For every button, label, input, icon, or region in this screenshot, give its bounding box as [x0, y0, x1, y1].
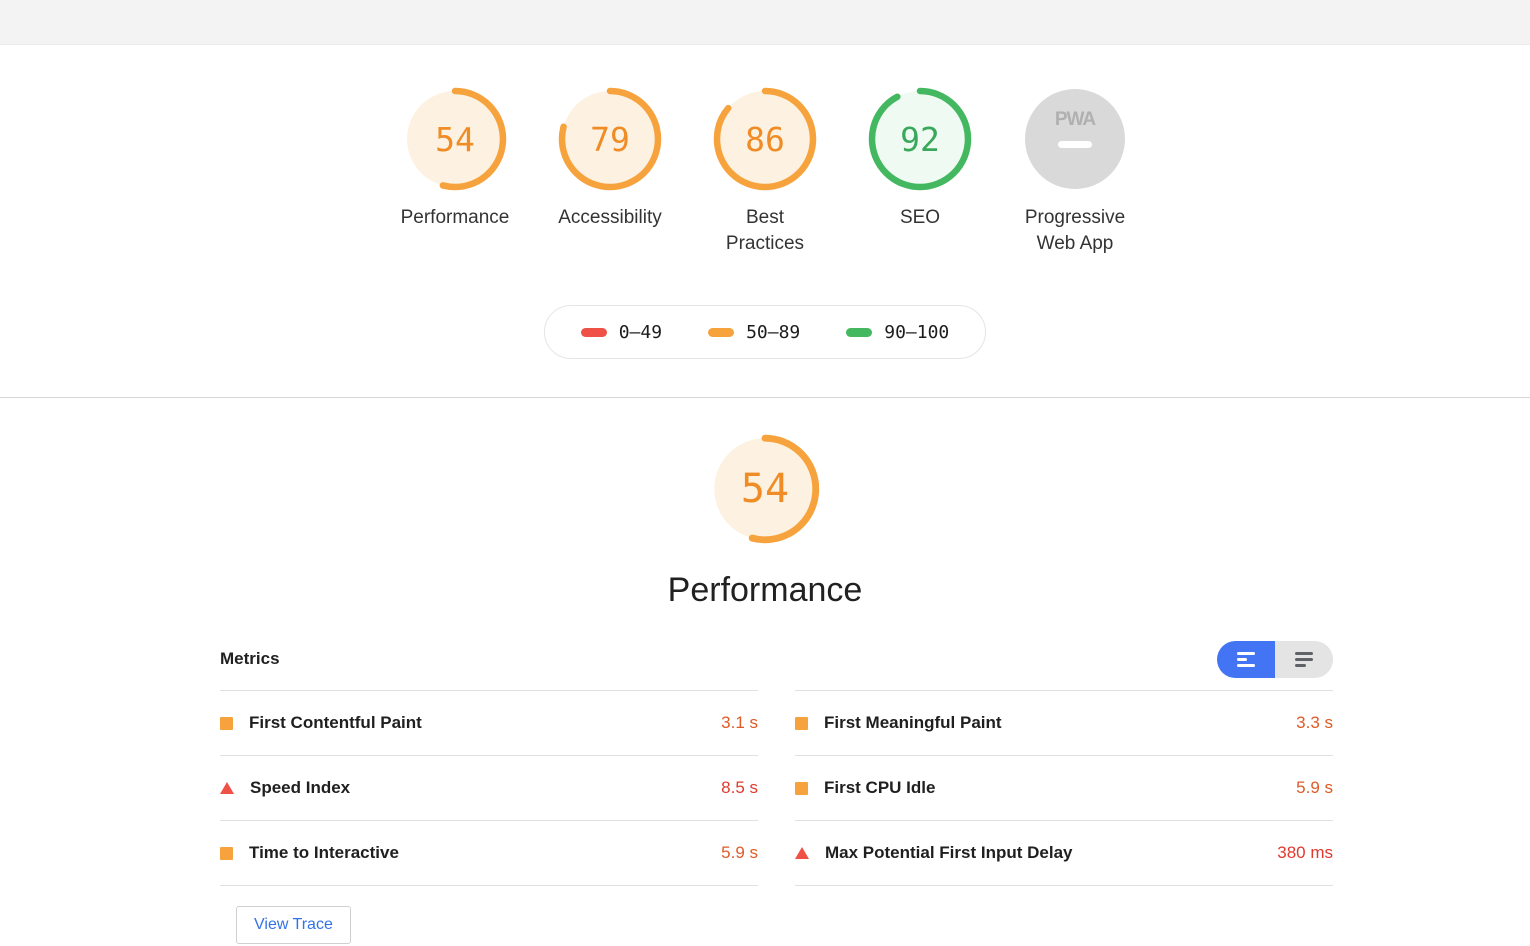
score-gauge: 86: [713, 87, 817, 191]
legend-range: 50–89: [746, 321, 801, 343]
category-gauge-best-practices[interactable]: 86 Best Practices: [706, 87, 824, 257]
performance-gauge-wrap: 54: [710, 434, 820, 544]
category-label: Performance: [400, 207, 510, 228]
category-label: Best Practices: [725, 207, 805, 254]
paragraph-lines-icon: [1295, 651, 1313, 667]
category-gauge-row: 54 Performance 79 Accessibility 86: [0, 87, 1530, 257]
score-value: 86: [745, 119, 785, 159]
red-pill-icon: [580, 327, 607, 337]
category-label: Progressive Web App: [1024, 207, 1126, 254]
metric-row: First Meaningful Paint 3.3 s: [795, 690, 1333, 755]
category-gauge-accessibility[interactable]: 79 Accessibility: [551, 87, 669, 257]
green-pill-icon: [846, 327, 873, 337]
pwa-na-circle: PWA: [1025, 89, 1125, 189]
pwa-logo-icon: PWA: [1054, 109, 1096, 130]
legend-item-pass: 90–100: [846, 322, 949, 343]
score-scale-legend: 0–49 50–89 90–100: [543, 305, 987, 359]
metric-value: 5.9 s: [721, 843, 758, 862]
condensed-lines-icon: [1237, 651, 1255, 667]
metric-columns: First Contentful Paint 3.1 s Speed Index…: [220, 690, 1333, 886]
metric-column-left: First Contentful Paint 3.1 s Speed Index…: [220, 690, 758, 886]
orange-square-icon: [220, 716, 233, 730]
metric-value: 3.3 s: [1296, 713, 1333, 732]
score-gauge: 79: [558, 87, 662, 191]
performance-score-gauge: 54: [710, 434, 820, 544]
score-value: 54: [740, 466, 790, 512]
performance-title: Performance: [667, 571, 863, 609]
score-gauge: PWA: [1023, 87, 1127, 191]
metrics-view-toggle: [1217, 640, 1333, 678]
metric-row: First CPU Idle 5.9 s: [795, 755, 1333, 820]
metric-column-right: First Meaningful Paint 3.3 s First CPU I…: [795, 690, 1333, 886]
metric-value: 380 ms: [1277, 843, 1333, 862]
orange-pill-icon: [708, 327, 735, 337]
metric-name: Time to Interactive: [249, 843, 399, 862]
metrics-section: Metrics First Contentful Paint: [220, 640, 1333, 944]
metric-row: Time to Interactive 5.9 s: [220, 820, 758, 885]
category-gauge-pwa[interactable]: PWA Progressive Web App: [1016, 87, 1134, 257]
top-bar: [0, 0, 1530, 45]
legend-item-fail: 0–49: [580, 321, 663, 343]
category-label: Accessibility: [558, 207, 662, 228]
metric-name: Max Potential First Input Delay: [825, 843, 1073, 862]
metric-name: First Meaningful Paint: [824, 713, 1002, 732]
score-value: 54: [435, 119, 475, 159]
orange-square-icon: [795, 781, 808, 795]
red-triangle-icon: [795, 847, 809, 859]
metrics-condensed-view-button[interactable]: [1217, 640, 1275, 678]
legend-item-average: 50–89: [708, 322, 800, 343]
score-gauge: 92: [868, 87, 972, 191]
metrics-full-view-button[interactable]: [1275, 640, 1333, 678]
orange-square-icon: [220, 846, 233, 860]
metric-row: Max Potential First Input Delay 380 ms: [795, 820, 1333, 885]
category-label: SEO: [899, 207, 941, 228]
category-gauge-performance[interactable]: 54 Performance: [396, 87, 514, 257]
legend-range: 0–49: [618, 321, 663, 343]
score-value: 79: [590, 119, 630, 159]
score-value: 92: [900, 119, 940, 159]
dash-icon: [1058, 141, 1092, 148]
metric-name: First Contentful Paint: [249, 713, 422, 732]
performance-section: 54 Performance Metrics: [0, 434, 1530, 944]
legend-range: 90–100: [884, 321, 950, 343]
metric-value: 3.1 s: [721, 713, 758, 732]
metric-name: Speed Index: [250, 778, 351, 797]
metric-row: Speed Index 8.5 s: [220, 755, 758, 820]
orange-square-icon: [795, 716, 808, 730]
category-gauge-seo[interactable]: 92 SEO: [861, 87, 979, 257]
metric-value: 8.5 s: [721, 778, 758, 797]
metric-row: First Contentful Paint 3.1 s: [220, 690, 758, 755]
metrics-header: Metrics: [220, 640, 1333, 678]
view-trace-button[interactable]: View Trace: [236, 906, 351, 944]
scores-summary: 54 Performance 79 Accessibility 86: [0, 45, 1530, 398]
metrics-heading: Metrics: [220, 649, 280, 668]
metric-name: First CPU Idle: [824, 778, 936, 797]
metric-value: 5.9 s: [1296, 778, 1333, 797]
red-triangle-icon: [220, 782, 234, 794]
score-gauge: 54: [403, 87, 507, 191]
